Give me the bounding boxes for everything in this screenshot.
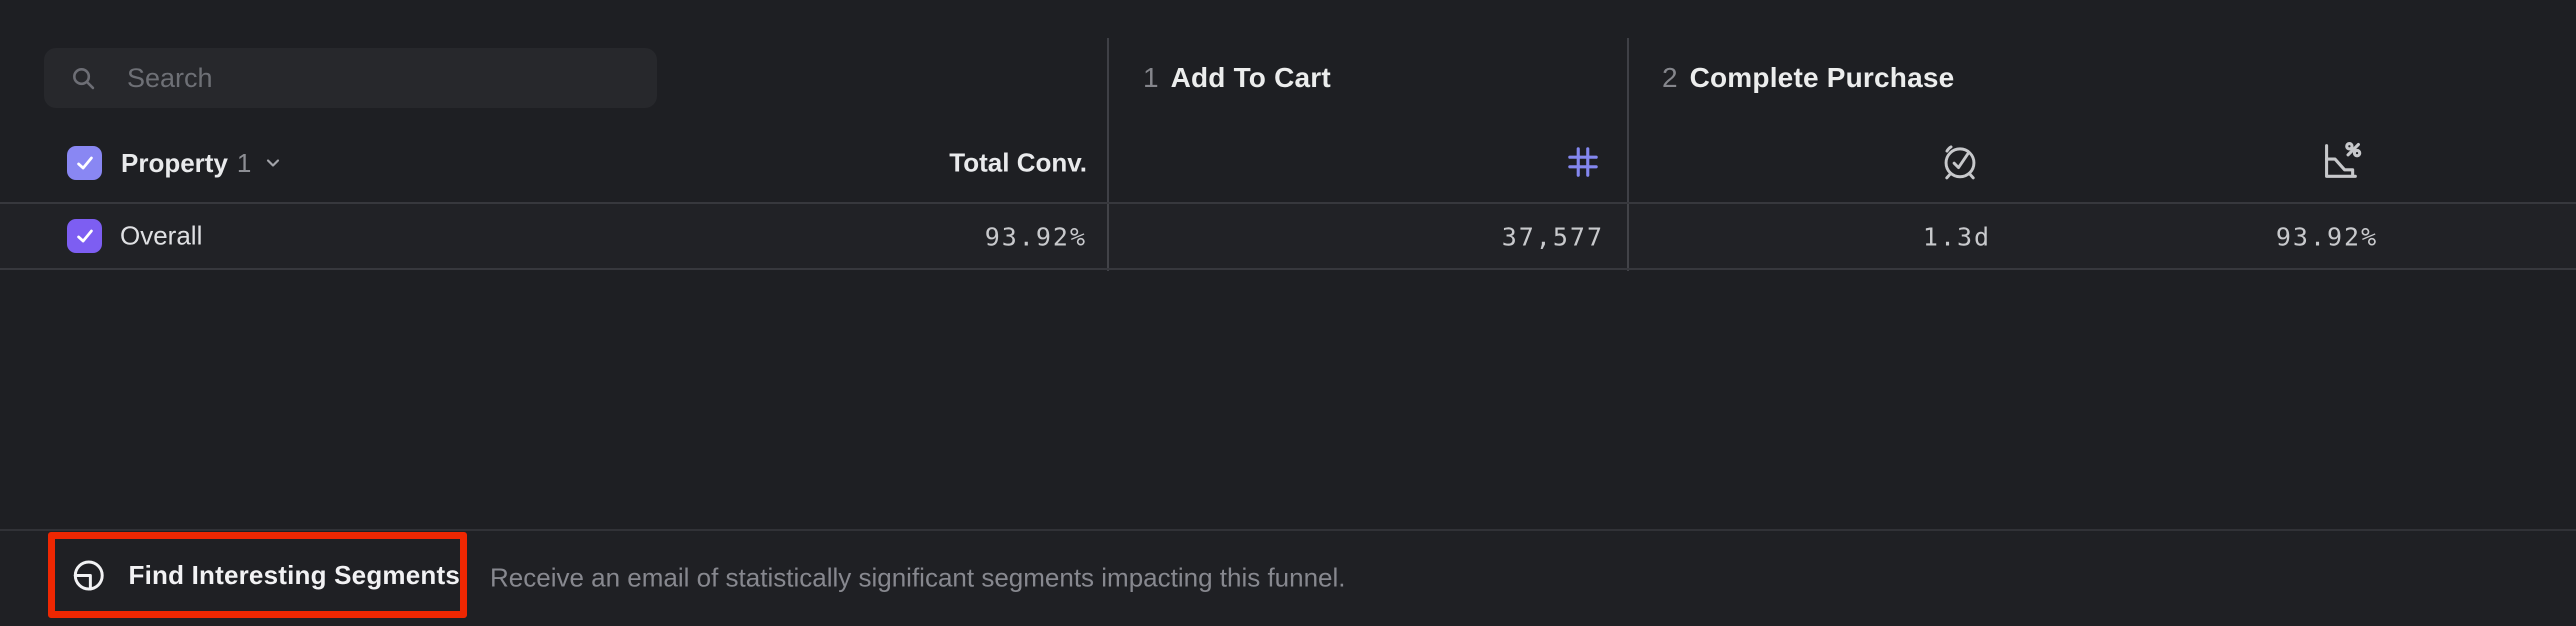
find-segments-icon <box>73 560 104 590</box>
find-interesting-segments-button[interactable]: Find Interesting Segments <box>55 539 460 611</box>
button-label: Find Interesting Segments <box>128 559 460 590</box>
annotation-highlight: Find Interesting Segments <box>48 532 467 618</box>
check-icon <box>76 156 93 170</box>
add-to-cart-count: 37,577 <box>1501 222 1604 252</box>
property-label: Property <box>121 147 228 178</box>
total-conv-value: 93.92% <box>984 222 1087 252</box>
conversion-rate-value: 93.92% <box>2275 222 2379 252</box>
table-row[interactable] <box>0 204 2576 268</box>
clock-check-icon[interactable] <box>1938 139 1982 183</box>
search-box[interactable] <box>44 48 657 108</box>
step-name: Add To Cart <box>1170 62 1331 93</box>
property-dropdown[interactable]: Property 1 <box>67 146 283 180</box>
step-header-complete-purchase: 2 Complete Purchase <box>1662 62 1954 94</box>
row-divider <box>0 268 2576 270</box>
check-icon <box>76 229 93 243</box>
step-index: 2 <box>1662 62 1678 93</box>
row-label: Overall <box>120 220 203 251</box>
chart-percent-icon[interactable] <box>2317 138 2363 184</box>
search-input[interactable] <box>125 48 657 108</box>
footer-divider <box>0 529 2576 531</box>
time-to-convert-value: 1.3d <box>1922 222 1992 252</box>
row-checkbox[interactable] <box>67 219 102 253</box>
step-name: Complete Purchase <box>1689 62 1955 93</box>
search-icon <box>73 67 95 89</box>
step-index: 1 <box>1143 62 1159 93</box>
footer-description: Receive an email of statistically signif… <box>490 562 1346 593</box>
column-header-total-conv[interactable]: Total Conv. <box>949 147 1087 178</box>
column-divider <box>1107 38 1109 271</box>
step-header-add-to-cart: 1 Add To Cart <box>1143 62 1331 94</box>
column-divider <box>1627 38 1629 271</box>
chevron-down-icon <box>267 159 280 167</box>
header-row-divider <box>0 202 2576 204</box>
hash-icon[interactable] <box>1561 140 1605 184</box>
property-checkbox[interactable] <box>67 146 102 180</box>
property-index: 1 <box>236 147 252 178</box>
